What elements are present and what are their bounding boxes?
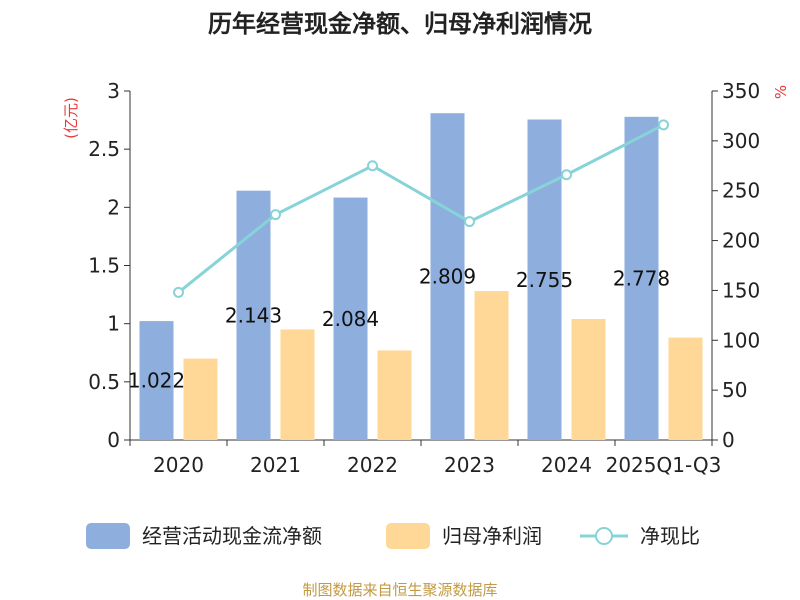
ratio-point <box>561 169 572 181</box>
ratio-point <box>658 119 669 131</box>
netprofit-bar <box>571 319 606 440</box>
left-tick-label: 1.5 <box>88 254 120 278</box>
x-tick-label: 2025Q1-Q3 <box>606 453 722 477</box>
netprofit-bar <box>183 358 218 440</box>
axes: 0 0.5 1 1.5 2 2.5 3 0 50 100 150 200 250 300 350 2020 20… <box>88 79 760 477</box>
left-tick-label: 1 <box>107 312 120 336</box>
chart-title: 历年经营现金净额、归母净利润情况 <box>208 10 592 38</box>
right-tick-label: 0 <box>722 428 735 452</box>
cashflow-data-label: 2.755 <box>516 268 573 292</box>
legend-cashflow-label: 经营活动现金流净额 <box>142 524 322 548</box>
legend: 经营活动现金流净额 归母净利润 净现比 <box>86 523 700 549</box>
ratio-point <box>173 286 184 298</box>
x-tick-label: 2024 <box>541 453 592 477</box>
ratio-point <box>464 216 475 228</box>
right-tick-label: 50 <box>722 378 747 402</box>
left-axis-unit: (亿元) <box>62 97 80 139</box>
source-note: 制图数据来自恒生聚源数据库 <box>302 581 497 599</box>
x-tick-label: 2020 <box>153 453 204 477</box>
cashflow-data-label: 2.778 <box>613 266 670 290</box>
left-tick-label: 2 <box>107 195 120 219</box>
legend-netprofit-label: 归母净利润 <box>442 524 542 548</box>
ratio-point <box>367 160 378 172</box>
right-axis-unit: % <box>772 85 790 99</box>
legend-cashflow-swatch <box>86 523 130 549</box>
legend-ratio-label: 净现比 <box>640 524 700 548</box>
cashflow-data-label: 2.809 <box>419 265 476 289</box>
x-tick-label: 2021 <box>250 453 301 477</box>
ratio-point <box>270 209 281 221</box>
cashflow-bar <box>624 116 659 441</box>
netprofit-bar <box>377 350 412 440</box>
right-tick-label: 150 <box>722 278 760 302</box>
cashflow-bar <box>333 197 368 440</box>
x-tick-label: 2023 <box>444 453 495 477</box>
cashflow-bar <box>430 113 465 440</box>
right-tick-label: 300 <box>722 129 760 153</box>
x-tick-label: 2022 <box>347 453 398 477</box>
netprofit-bar <box>474 291 509 440</box>
netprofit-bar <box>280 329 315 440</box>
ratio-polyline <box>177 123 665 294</box>
cashflow-bar <box>139 321 174 440</box>
ratio-line <box>173 119 669 298</box>
right-tick-label: 250 <box>722 179 760 203</box>
right-tick-label: 200 <box>722 229 760 253</box>
left-tick-label: 2.5 <box>88 137 120 161</box>
left-tick-label: 3 <box>107 79 120 103</box>
cashflow-bar <box>527 119 562 441</box>
right-tick-label: 100 <box>722 328 760 352</box>
left-tick-label: 0 <box>107 428 120 452</box>
left-tick-label: 0.5 <box>88 370 120 394</box>
cashflow-data-label: 1.022 <box>128 369 185 393</box>
cashflow-data-label: 2.084 <box>322 307 379 331</box>
right-tick-label: 350 <box>722 79 760 103</box>
bars <box>139 113 703 441</box>
cashflow-data-label: 2.143 <box>225 303 282 327</box>
data-labels: 1.022 2.143 2.084 2.809 2.755 2.778 <box>128 265 670 393</box>
legend-ratio-marker <box>595 527 613 545</box>
legend-netprofit-swatch <box>386 523 430 549</box>
netprofit-bar <box>668 337 703 440</box>
